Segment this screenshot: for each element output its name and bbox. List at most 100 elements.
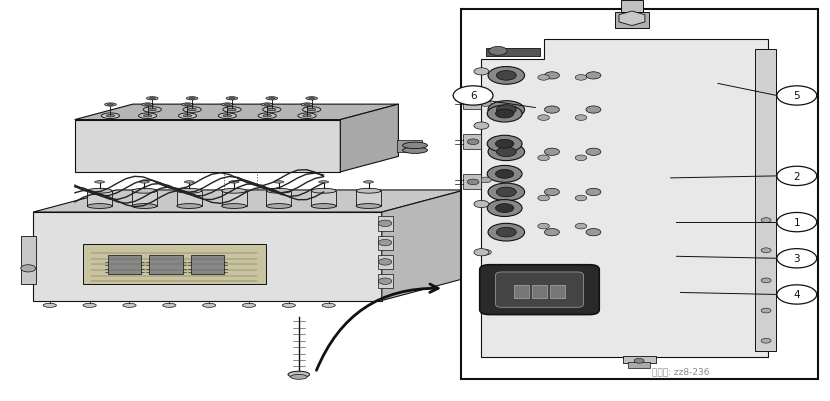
Circle shape	[453, 87, 493, 106]
Circle shape	[474, 249, 489, 256]
Circle shape	[761, 248, 771, 253]
FancyBboxPatch shape	[480, 265, 599, 315]
Ellipse shape	[364, 181, 374, 184]
Ellipse shape	[139, 113, 157, 119]
Circle shape	[496, 188, 516, 197]
Circle shape	[489, 47, 507, 56]
Circle shape	[488, 224, 525, 241]
Text: 4: 4	[793, 290, 800, 300]
Circle shape	[575, 115, 587, 121]
Ellipse shape	[403, 143, 427, 149]
Circle shape	[378, 240, 392, 246]
Bar	[621, 1, 642, 13]
Circle shape	[496, 110, 514, 119]
Bar	[397, 141, 422, 153]
Ellipse shape	[322, 304, 335, 308]
Ellipse shape	[266, 189, 291, 194]
Bar	[378, 236, 393, 250]
Ellipse shape	[177, 204, 202, 209]
Circle shape	[480, 250, 491, 255]
Ellipse shape	[222, 204, 247, 209]
Ellipse shape	[144, 104, 150, 106]
Bar	[222, 191, 247, 207]
Circle shape	[777, 167, 817, 186]
Bar	[624, 0, 639, 1]
Circle shape	[544, 107, 559, 114]
Bar	[463, 174, 481, 190]
Ellipse shape	[108, 104, 114, 106]
Ellipse shape	[187, 97, 198, 101]
Ellipse shape	[142, 103, 154, 107]
Ellipse shape	[101, 113, 120, 119]
Text: 2: 2	[793, 172, 800, 181]
Ellipse shape	[274, 181, 284, 184]
Ellipse shape	[83, 304, 96, 308]
Circle shape	[467, 180, 479, 185]
Circle shape	[761, 278, 771, 283]
Circle shape	[586, 149, 601, 156]
Ellipse shape	[183, 107, 202, 113]
Ellipse shape	[203, 304, 216, 308]
Circle shape	[586, 73, 601, 80]
Text: 6: 6	[470, 91, 476, 101]
Circle shape	[544, 149, 559, 156]
Circle shape	[474, 69, 489, 76]
Circle shape	[488, 101, 525, 119]
Ellipse shape	[226, 97, 238, 101]
Bar	[132, 191, 157, 207]
Ellipse shape	[282, 304, 295, 308]
Circle shape	[474, 201, 489, 208]
Ellipse shape	[222, 189, 247, 194]
Ellipse shape	[184, 181, 194, 184]
Ellipse shape	[307, 109, 315, 111]
Polygon shape	[382, 190, 465, 301]
Ellipse shape	[182, 103, 193, 107]
Bar	[21, 237, 36, 285]
Ellipse shape	[301, 103, 313, 107]
Bar	[378, 217, 393, 231]
Circle shape	[777, 213, 817, 232]
Circle shape	[378, 278, 392, 285]
Circle shape	[496, 140, 514, 149]
Bar	[514, 285, 529, 298]
Ellipse shape	[242, 304, 256, 308]
Ellipse shape	[302, 107, 320, 113]
Ellipse shape	[290, 375, 307, 379]
Ellipse shape	[87, 204, 112, 209]
Ellipse shape	[177, 189, 202, 194]
Ellipse shape	[144, 107, 162, 113]
Text: 3: 3	[793, 254, 800, 263]
Circle shape	[487, 136, 522, 153]
Ellipse shape	[184, 104, 190, 106]
Circle shape	[586, 107, 601, 114]
Circle shape	[467, 99, 479, 105]
Polygon shape	[33, 213, 382, 301]
Circle shape	[761, 218, 771, 223]
Text: 5: 5	[793, 91, 800, 101]
Bar	[615, 13, 648, 29]
FancyBboxPatch shape	[496, 272, 583, 308]
Ellipse shape	[144, 115, 152, 117]
Bar	[191, 255, 224, 275]
Bar	[311, 191, 336, 207]
Ellipse shape	[188, 109, 197, 111]
Circle shape	[480, 101, 491, 107]
Circle shape	[488, 184, 525, 201]
Ellipse shape	[303, 115, 311, 117]
Bar	[149, 255, 183, 275]
Ellipse shape	[139, 181, 149, 184]
Ellipse shape	[149, 98, 155, 100]
Polygon shape	[75, 120, 340, 172]
Circle shape	[474, 123, 489, 130]
Ellipse shape	[261, 103, 273, 107]
Circle shape	[575, 156, 587, 161]
Ellipse shape	[263, 115, 271, 117]
Circle shape	[544, 229, 559, 236]
Ellipse shape	[258, 113, 276, 119]
Ellipse shape	[105, 103, 116, 107]
Circle shape	[21, 265, 36, 272]
Circle shape	[538, 224, 549, 229]
Circle shape	[538, 196, 549, 201]
Circle shape	[538, 115, 549, 121]
Circle shape	[761, 338, 771, 343]
